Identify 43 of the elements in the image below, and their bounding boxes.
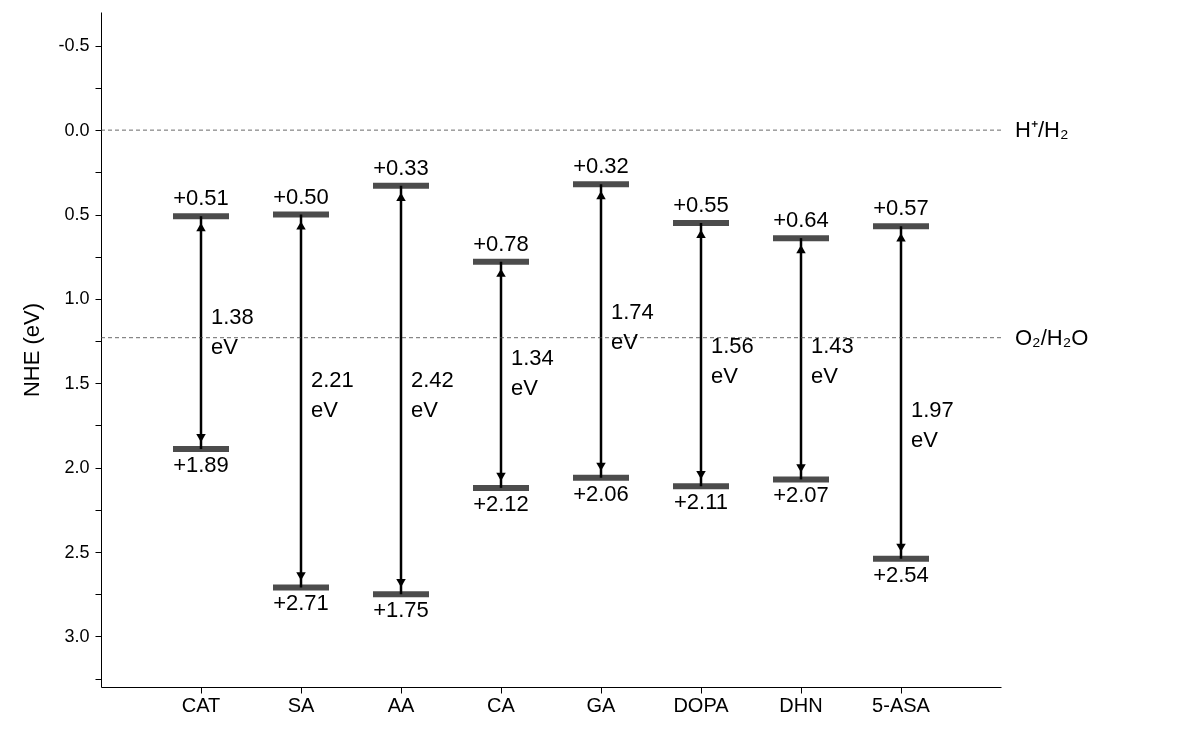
ref-line-label: O₂/H₂O xyxy=(1015,324,1089,350)
y-tick-label: 0.0 xyxy=(64,119,90,140)
y-tick-label: 3.0 xyxy=(64,625,90,646)
x-tick-label: 5-ASA xyxy=(872,693,931,716)
annotation: +0.51 xyxy=(173,185,229,211)
annotation: +2.71 xyxy=(273,590,329,616)
annotation: +2.06 xyxy=(573,480,629,506)
x-tick-label: GA xyxy=(586,693,617,716)
annotation: +1.75 xyxy=(373,597,429,623)
y-tick-label: 1.0 xyxy=(64,288,90,309)
x-tick-label: SA xyxy=(287,693,315,716)
annotation: 1.38 eV xyxy=(211,304,254,360)
y-tick-label: 0.5 xyxy=(64,204,90,224)
annotation: +0.55 xyxy=(673,191,729,217)
annotation: 2.21 eV xyxy=(311,366,354,422)
y-tick-label: 1.5 xyxy=(64,372,90,393)
annotation: +0.57 xyxy=(873,195,929,221)
x-tick-label: AA xyxy=(387,693,415,716)
y-tick-label: 2.0 xyxy=(64,457,90,478)
annotation: +0.33 xyxy=(373,154,429,180)
annotation: 1.56 eV xyxy=(711,333,754,389)
annotation: +2.54 xyxy=(873,561,929,587)
x-tick-label: DHN xyxy=(779,693,823,716)
x-tick-label: CA xyxy=(487,693,516,716)
annotation: +0.78 xyxy=(473,230,529,256)
annotation: 1.43 eV xyxy=(811,333,854,389)
annotation: +2.11 xyxy=(673,489,729,515)
annotation: 1.97 eV xyxy=(911,397,954,453)
ref-line-label: H⁺/H₂ xyxy=(1015,117,1069,143)
y-axis-title: NHE (eV) xyxy=(19,302,45,398)
x-tick-label: DOPA xyxy=(673,693,730,716)
annotation: +0.50 xyxy=(273,183,329,209)
annotation: 1.74 eV xyxy=(611,299,654,355)
annotation: +0.32 xyxy=(573,153,629,179)
y-tick-label: 2.5 xyxy=(64,541,90,562)
annotation: 2.42 eV xyxy=(411,366,454,422)
annotation: +1.89 xyxy=(173,452,229,478)
annotation: +0.64 xyxy=(773,207,829,233)
y-tick-label: -0.5 xyxy=(58,35,90,56)
annotation: 1.34 eV xyxy=(511,344,554,400)
x-tick-label: CAT xyxy=(181,693,221,716)
annotation: +2.07 xyxy=(773,482,829,508)
annotation: +2.12 xyxy=(473,490,529,516)
